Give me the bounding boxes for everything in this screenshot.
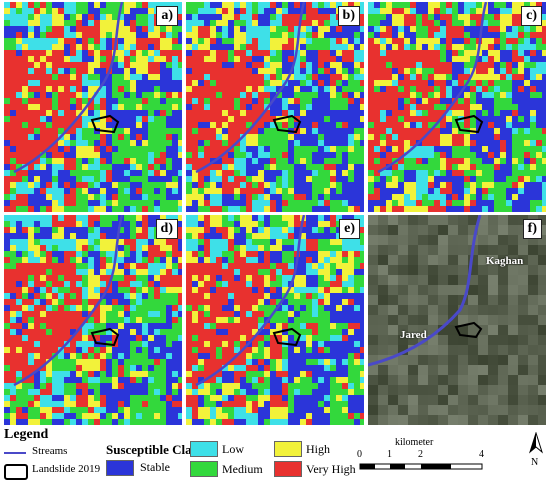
satellite-image <box>368 215 546 425</box>
swatch-very-high <box>274 461 302 477</box>
swatch-low <box>190 441 218 457</box>
panel-label: e) <box>339 219 360 239</box>
scale-tick-1: 1 <box>387 449 392 460</box>
panel-label: c) <box>521 6 542 26</box>
swatch-high <box>274 441 302 457</box>
swatch-medium <box>190 461 218 477</box>
class-very-high: Very High <box>306 462 356 476</box>
class-stable: Stable <box>140 460 170 474</box>
class-medium: Medium <box>222 462 263 476</box>
scale-tick-4: 4 <box>479 449 484 460</box>
map-panel-a: a) <box>4 2 182 212</box>
scale-tick-2: 2 <box>418 449 423 460</box>
scale-title: kilometer <box>395 437 434 448</box>
landslide-outline-icon <box>4 464 28 480</box>
panel-label: d) <box>155 219 178 239</box>
place-label-jared: Jared <box>400 329 427 341</box>
legend-title: Legend <box>4 427 49 442</box>
map-panel-f: f) Kaghan Jared <box>368 215 546 425</box>
scale-tick-0: 0 <box>357 449 362 460</box>
legend-streams: Streams <box>32 445 68 457</box>
legend: Legend Streams Landslide 2019 Susceptibl… <box>0 424 550 483</box>
north-arrow-icon <box>529 432 543 454</box>
stream-line-icon <box>4 452 26 454</box>
map-panel-e: e) <box>186 215 364 425</box>
susceptibility-map <box>4 2 182 212</box>
panel-label: b) <box>337 6 360 26</box>
map-panel-b: b) <box>186 2 364 212</box>
panel-label: f) <box>522 219 542 239</box>
place-label-kaghan: Kaghan <box>486 255 524 267</box>
class-title: Susceptible Class <box>106 442 202 457</box>
class-high: High <box>306 442 330 456</box>
panel-label: a) <box>156 6 178 26</box>
susceptibility-map <box>186 215 364 425</box>
scale-bar <box>359 463 483 470</box>
swatch-stable <box>106 460 134 476</box>
susceptibility-map <box>186 2 364 212</box>
susceptibility-map <box>4 215 182 425</box>
map-panel-d: d) <box>4 215 182 425</box>
legend-landslide: Landslide 2019 <box>32 463 101 475</box>
class-low: Low <box>222 442 244 456</box>
map-panel-c: c) <box>368 2 546 212</box>
north-label: N <box>531 457 539 468</box>
susceptibility-map <box>368 2 546 212</box>
